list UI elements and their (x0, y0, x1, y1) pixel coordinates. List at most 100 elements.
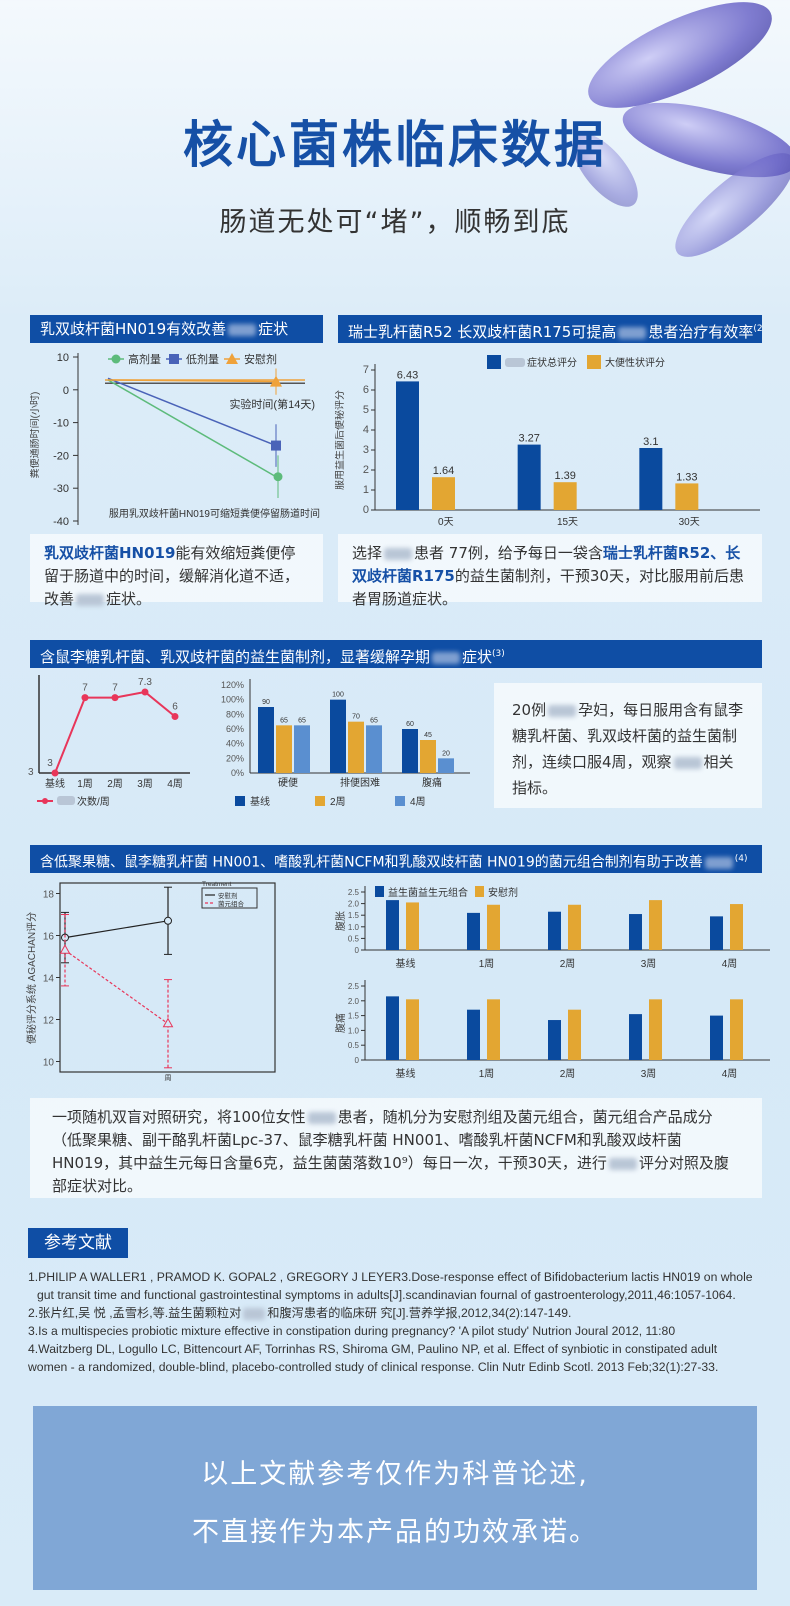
y-tick-label: -40 (53, 516, 69, 528)
y-tick-label: 1.5 (348, 1012, 360, 1021)
y-tick-label: 0% (231, 768, 244, 778)
x-tick-label: 腹痛 (422, 776, 442, 789)
bar-益生菌益生元组合 (548, 1020, 561, 1060)
ref-marker: (3) (492, 649, 505, 659)
y-tick-label: 2.5 (348, 888, 360, 897)
data-label: 7 (112, 683, 118, 694)
desc-text: 选择 (352, 544, 383, 562)
bar-2周 (348, 721, 364, 773)
reference-item: 2.张片红,吴 悦 ,孟雪杉,等.益生菌颗粒对 和腹泻患者的临床研 究[J].营养… (28, 1304, 768, 1322)
redacted-text (673, 756, 702, 769)
x-tick-label: 基线 (396, 1067, 416, 1080)
bar-症状总评分 (517, 444, 541, 510)
panel2-header-suffix: 患者治疗有效率 (648, 323, 754, 341)
series-安慰剂: 安慰剂 (61, 886, 238, 964)
panel2-header: 瑞士乳杆菌R52 长双歧杆菌R175可提高 患者治疗有效率(2) (338, 315, 762, 343)
y-tick-label: 0.5 (348, 1041, 360, 1050)
data-point (171, 712, 179, 720)
square-marker (271, 440, 281, 451)
y-tick-label: 7 (363, 364, 369, 376)
y-axis-label: 粪便通肠时间(小时) (30, 392, 41, 479)
data-label: 3 (47, 758, 53, 769)
bar-益生菌益生元组合 (467, 1009, 480, 1060)
legend-label: 次数/周 (77, 795, 110, 808)
bar-益生菌益生元组合 (629, 914, 642, 950)
bar-2周 (276, 725, 292, 773)
legend-label: 低剂量 (186, 352, 219, 366)
legend-label: 高剂量 (128, 352, 161, 366)
symptom-score-bar-chart: 0 1 2 3 4 5 6 7 服用益生菌后便秘评分 0天 6.43 1.64 15天 3.27 1.39 3… (335, 355, 760, 528)
redacted-text (704, 856, 733, 869)
page-title: 核心菌株临床数据 (183, 116, 607, 174)
bar-症状总评分 (396, 381, 419, 510)
data-label: 1.33 (676, 471, 697, 483)
y-tick-label: 1.0 (348, 923, 360, 932)
triangle-marker (226, 353, 238, 364)
series-line (107, 379, 277, 478)
series-line (107, 377, 277, 447)
x-tick-label: 1周 (77, 778, 93, 790)
strain-name: 乳双歧杆菌HN019 (44, 544, 176, 562)
legend-label: 2周 (330, 796, 346, 808)
x-axis-label: 周 (165, 1074, 172, 1082)
y-tick-label: -30 (53, 483, 69, 495)
x-tick-label: 3周 (137, 778, 153, 790)
panel1-header: 乳双歧杆菌HN019有效改善 症状 (30, 315, 323, 343)
redacted-text (228, 323, 257, 336)
y-tick-label: 10 (57, 352, 69, 364)
x-tick-label: 基线 (45, 777, 65, 790)
data-label: 7 (82, 683, 88, 694)
y-tick-label: 0 (63, 385, 69, 397)
redacted-text (505, 358, 525, 367)
y-tick-label: 1 (363, 484, 369, 496)
data-label: 6 (172, 701, 178, 712)
y-tick-label: 14 (43, 974, 55, 985)
bar-基线 (258, 707, 274, 773)
desc-text: 的益生菌制剂，干预30天，对比服用前后患者胃肠道症状。 (352, 567, 744, 608)
series-line (107, 379, 277, 383)
data-label: 1.64 (433, 465, 454, 477)
y-axis-label: 服用益生菌后便秘评分 (335, 390, 346, 490)
legend-label: 基线 (250, 795, 270, 808)
y-tick-label: 120% (221, 680, 244, 690)
data-label: 7.3 (138, 677, 152, 688)
reference-item: 3.Is a multispecies probiotic mixture ef… (28, 1324, 676, 1338)
legend-box (201, 887, 258, 909)
circle-marker (164, 916, 172, 925)
strain-name: 瑞士乳杆菌R52、长双歧杆菌R175 (352, 544, 741, 585)
bar-安慰剂 (649, 999, 662, 1060)
legend-label: 症状总评分 (527, 356, 577, 369)
section4-header-text: 含低聚果糖、鼠李糖乳杆菌 HN001、嗜酸乳杆菌NCFM和乳酸双歧杆菌 HN01… (40, 854, 703, 871)
y-tick-label: 2.0 (348, 900, 360, 909)
y-tick-label: 0 (355, 1056, 360, 1065)
bar-安慰剂 (649, 900, 662, 950)
series-安慰剂: 安慰剂 (107, 352, 282, 395)
dose-response-line-chart: 10 0 -10 -20 -30 -40 粪便通肠时间(小时) 高剂量 低剂量 安慰剂实验时间(第… (30, 352, 320, 528)
desc-text: 评分对照及腹部症状对比。 (52, 1154, 729, 1195)
y-tick-label: 2 (363, 464, 369, 476)
bar-大便性状评分 (553, 482, 577, 510)
x-tick-label: 4周 (722, 1068, 738, 1080)
desc-text: 20例 (512, 701, 547, 719)
legend-label: 安慰剂 (488, 886, 518, 899)
panel1-description: 乳双歧杆菌HN019能有效缩短粪便停留于肠道中的时间，缓解消化道不适，改善 症状。 (30, 534, 323, 608)
bar-4周 (438, 758, 454, 773)
data-label: 3.27 (518, 433, 539, 445)
data-point (141, 688, 149, 696)
square-marker (169, 354, 179, 364)
redacted-text (432, 651, 461, 664)
triangle-marker (162, 1017, 174, 1028)
panel1-header-text: 乳双歧杆菌HN019有效改善 (40, 320, 227, 338)
redacted-text (608, 1157, 637, 1170)
y-tick-label: 4 (363, 424, 369, 436)
desc-text: 患者 77例，给予每日一袋含 (414, 544, 603, 562)
y-tick-label: 1.0 (348, 1026, 360, 1035)
y-tick-label: 10 (43, 1058, 55, 1069)
y-tick-label: 3 (363, 444, 369, 456)
ref-marker: (4) (734, 854, 748, 864)
y-tick-label: 100% (221, 695, 244, 705)
redacted-text (384, 547, 413, 560)
section3-description: 20例 孕妇，每日服用含有鼠李糖乳杆菌、乳双歧杆菌的益生菌制剂，连续口服4周，观察… (494, 683, 762, 808)
